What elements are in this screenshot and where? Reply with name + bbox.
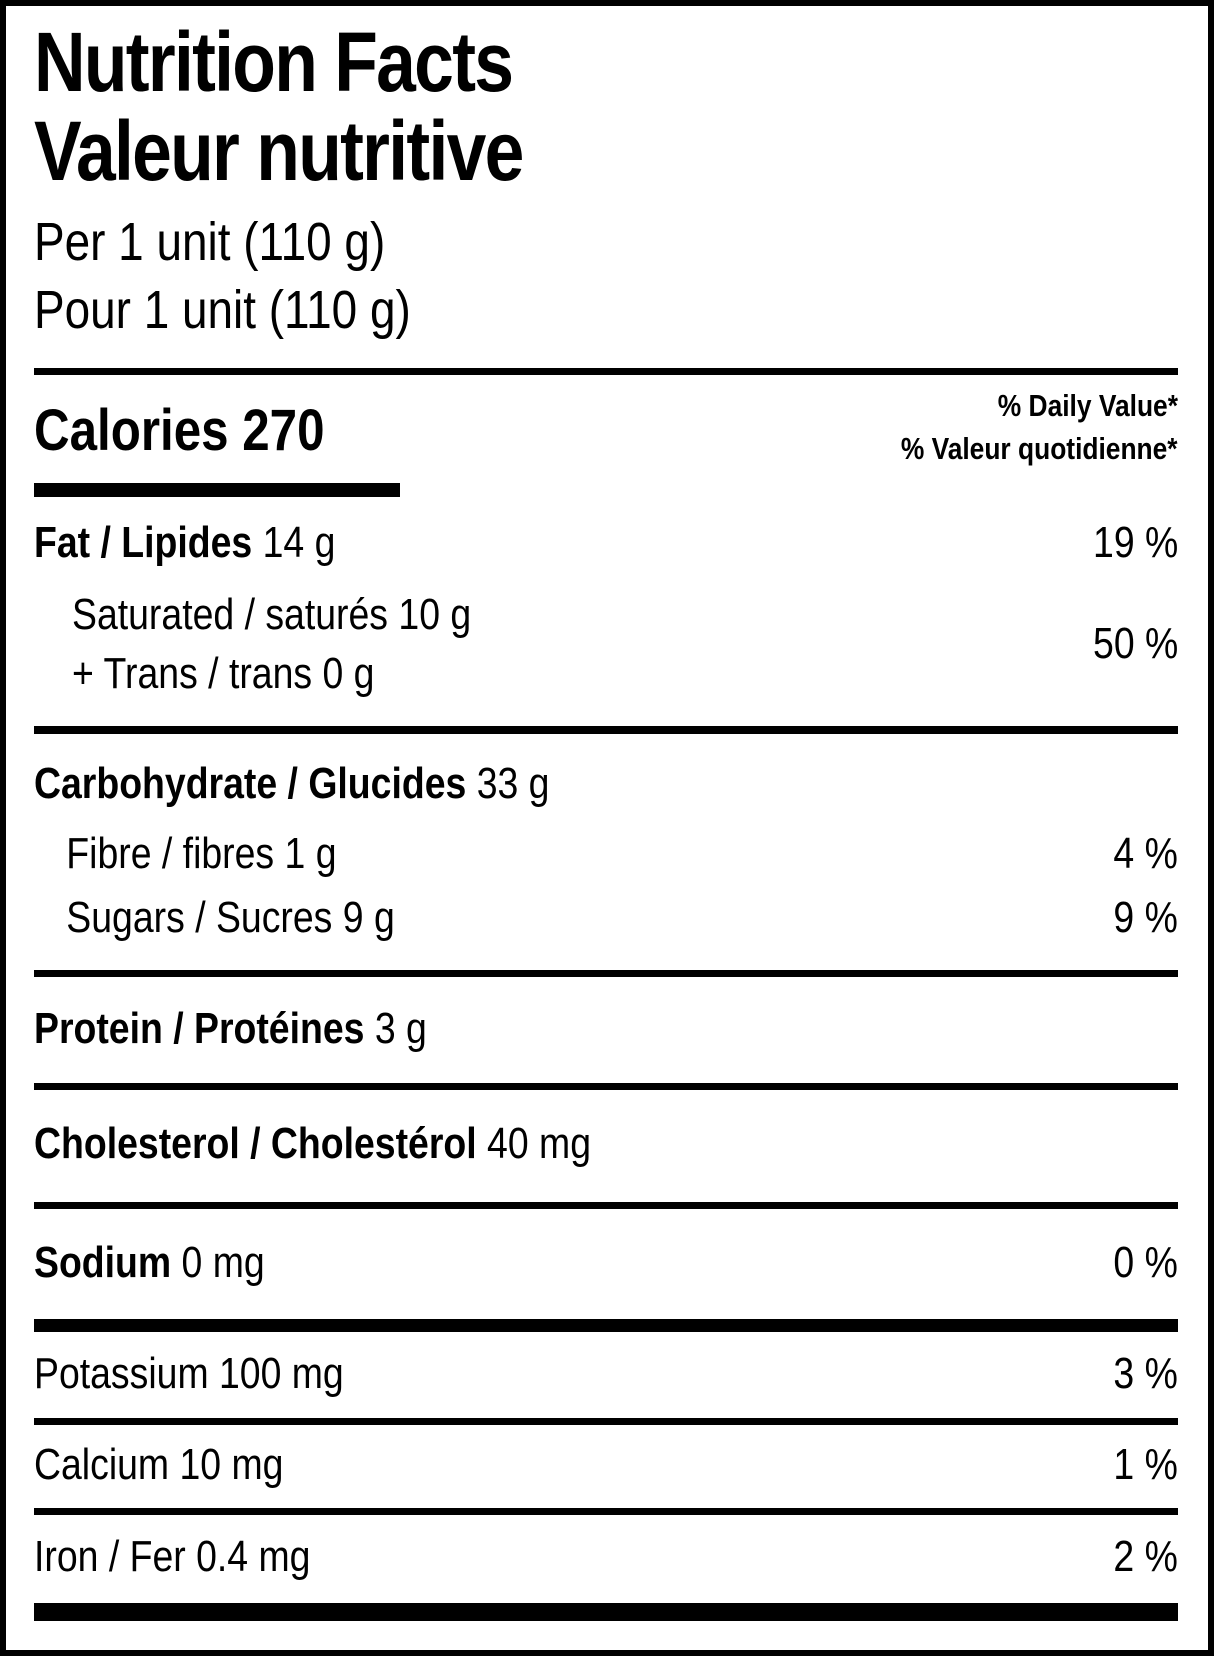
calories-value: 270 bbox=[242, 398, 325, 464]
divider-above-protein bbox=[34, 969, 1178, 977]
serving-size-fr: Pour 1 unit (110 g) bbox=[34, 276, 1178, 344]
serving-size-en: Per 1 unit (110 g) bbox=[34, 208, 1178, 276]
calcium-dv: 1 % bbox=[1113, 1439, 1178, 1489]
row-fibre: Fibre / fibres 1 g 4 % bbox=[34, 826, 1178, 886]
sugars-name: Sugars / Sucres 9 g bbox=[66, 893, 395, 943]
saturated-line-text: Saturated / saturés 10 g bbox=[72, 589, 472, 639]
row-saturated-trans: Saturated / saturés 10 g + Trans / trans… bbox=[34, 581, 1178, 727]
divider-above-carbohydrate bbox=[34, 726, 1178, 735]
cholesterol-amount: 40 mg bbox=[487, 1118, 592, 1168]
fibre-dv: 4 % bbox=[1113, 829, 1178, 879]
divider-above-cholesterol bbox=[34, 1082, 1178, 1090]
saturated-trans-dv: 50 % bbox=[1092, 619, 1178, 669]
calories-underline-bar bbox=[34, 482, 400, 497]
sodium-amount: 0 mg bbox=[181, 1237, 265, 1287]
row-fat: Fat / Lipides 14 g 19 % bbox=[34, 497, 1178, 581]
sodium-name: Sodium 0 mg bbox=[34, 1237, 265, 1289]
protein-name: Protein / Protéines 3 g bbox=[34, 1003, 427, 1055]
footnotes: * 5% or less is a little, 15% or more is… bbox=[34, 1621, 1178, 1650]
row-iron: Iron / Fer 0.4 mg 2 % bbox=[34, 1515, 1178, 1603]
row-carbohydrate: Carbohydrate / Glucides 33 g bbox=[34, 734, 1178, 826]
label-title-en: Nutrition Facts bbox=[34, 15, 1178, 109]
carbohydrate-amount: 33 g bbox=[476, 759, 550, 809]
potassium-dv: 3 % bbox=[1113, 1348, 1178, 1398]
fat-dv: 19 % bbox=[1092, 517, 1178, 567]
divider-above-sodium bbox=[34, 1201, 1178, 1209]
divider-above-iron bbox=[34, 1508, 1178, 1516]
carbohydrate-name: Carbohydrate / Glucides 33 g bbox=[34, 758, 549, 810]
row-cholesterol: Cholesterol / Cholestérol 40 mg bbox=[34, 1090, 1178, 1202]
row-sodium: Sodium 0 mg 0 % bbox=[34, 1209, 1178, 1319]
footnote-en-text: * 5% or less is a little, 15% or more is… bbox=[34, 1637, 619, 1650]
label-title-fr: Valeur nutritive bbox=[34, 104, 1178, 199]
serving-size-en-text: Per 1 unit (110 g) bbox=[34, 212, 386, 273]
fat-name-bold: Fat / Lipides bbox=[34, 517, 253, 567]
cholesterol-name: Cholesterol / Cholestérol 40 mg bbox=[34, 1118, 591, 1170]
saturated-line: Saturated / saturés 10 g bbox=[72, 585, 542, 645]
carbohydrate-name-bold: Carbohydrate / Glucides bbox=[34, 759, 467, 809]
serving-size-block: Per 1 unit (110 g) Pour 1 unit (110 g) bbox=[34, 208, 1178, 344]
row-protein: Protein / Protéines 3 g bbox=[34, 977, 1178, 1083]
trans-line: + Trans / trans 0 g bbox=[72, 644, 542, 704]
footnote-en-part1: * 5% or less is bbox=[34, 1644, 236, 1650]
protein-name-bold: Protein / Protéines bbox=[34, 1003, 365, 1053]
protein-amount: 3 g bbox=[374, 1003, 427, 1053]
daily-value-header-en-text: % Daily Value* bbox=[997, 388, 1178, 424]
label-title-en-text: Nutrition Facts bbox=[34, 15, 514, 109]
sodium-name-bold: Sodium bbox=[34, 1237, 172, 1287]
iron-dv: 2 % bbox=[1113, 1532, 1178, 1582]
divider-above-calcium bbox=[34, 1417, 1178, 1425]
daily-value-header-fr-text: % Valeur quotidienne* bbox=[901, 430, 1178, 466]
calories-line: Calories 270 bbox=[34, 383, 376, 464]
fat-amount: 14 g bbox=[262, 517, 336, 567]
serving-size-fr-text: Pour 1 unit (110 g) bbox=[34, 280, 411, 341]
divider-above-footnotes bbox=[34, 1603, 1178, 1622]
calories-line-text: Calories 270 bbox=[34, 397, 325, 464]
footnote-en-part2: , 15% or more is bbox=[325, 1644, 556, 1650]
daily-value-header-fr: % Valeur quotidienne* bbox=[852, 428, 1178, 471]
footnote-en-bold2: a lot bbox=[556, 1644, 619, 1650]
potassium-name: Potassium 100 mg bbox=[34, 1348, 344, 1398]
row-sugars: Sugars / Sucres 9 g 9 % bbox=[34, 886, 1178, 970]
fat-name: Fat / Lipides 14 g bbox=[34, 517, 335, 569]
divider-above-potassium bbox=[34, 1318, 1178, 1332]
calories-section: Calories 270 % Daily Value* % Valeur quo… bbox=[34, 375, 1178, 471]
divider-above-calories bbox=[34, 368, 1178, 376]
footnote-en-bold1: a little bbox=[236, 1644, 324, 1650]
daily-value-header: % Daily Value* % Valeur quotidienne* bbox=[852, 383, 1178, 471]
footnote-en: * 5% or less is a little, 15% or more is… bbox=[34, 1637, 1178, 1650]
row-calcium: Calcium 10 mg 1 % bbox=[34, 1425, 1178, 1509]
fibre-name: Fibre / fibres 1 g bbox=[66, 829, 337, 879]
row-potassium: Potassium 100 mg 3 % bbox=[34, 1332, 1178, 1418]
cholesterol-name-bold: Cholesterol / Cholestérol bbox=[34, 1118, 477, 1168]
label-title-fr-text: Valeur nutritive bbox=[34, 104, 524, 199]
saturated-trans-lines: Saturated / saturés 10 g + Trans / trans… bbox=[34, 585, 542, 705]
daily-value-header-en: % Daily Value* bbox=[852, 385, 1178, 428]
calories-label: Calories bbox=[34, 398, 229, 464]
sodium-dv: 0 % bbox=[1113, 1237, 1178, 1287]
calcium-name: Calcium 10 mg bbox=[34, 1439, 284, 1489]
iron-name: Iron / Fer 0.4 mg bbox=[34, 1532, 311, 1582]
trans-line-text: + Trans / trans 0 g bbox=[72, 649, 375, 699]
sugars-dv: 9 % bbox=[1113, 893, 1178, 943]
